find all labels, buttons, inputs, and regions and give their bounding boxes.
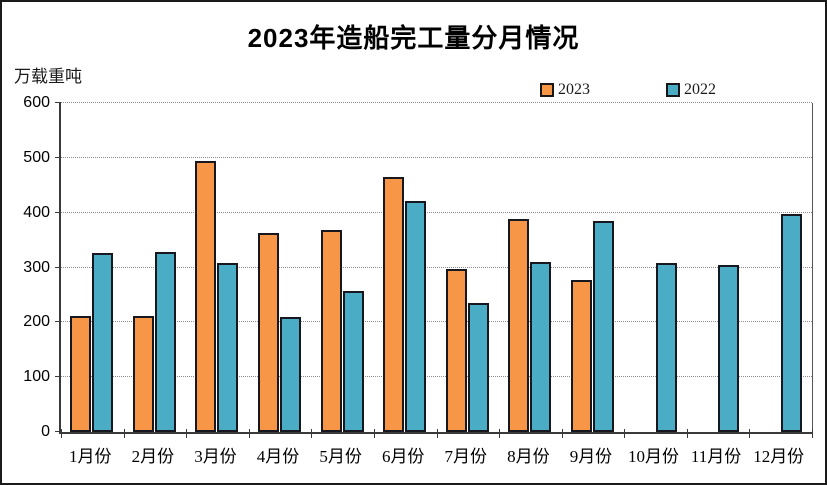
y-tick-500: [55, 156, 61, 158]
gridline-300: [61, 266, 812, 268]
bar-2022-9月份: [592, 221, 614, 432]
x-label-2月份: 2月份: [131, 447, 175, 466]
chart-title: 2023年造船完工量分月情况: [247, 23, 580, 53]
bar-2023-3月份: [195, 161, 217, 432]
x-label-6月份: 6月份: [381, 447, 425, 466]
bar-2022-5月份: [342, 291, 364, 432]
x-label-8月份: 8月份: [507, 447, 550, 466]
x-tick-0: [61, 429, 62, 438]
bar-2022-11月份: [718, 265, 740, 432]
legend-item-2023: 2023: [540, 81, 590, 99]
y-axis-labels: 0 100 200 300 400 500 600: [2, 2, 51, 483]
bar-2023-6月份: [383, 177, 405, 432]
gridline-100: [61, 376, 812, 378]
x-tick-9: [624, 429, 626, 438]
bar-2022-12月份: [780, 214, 802, 432]
x-label-5月份: 5月份: [319, 447, 362, 466]
y-tick-label-300: 300: [23, 258, 50, 276]
gridline-200: [61, 321, 812, 323]
bar-2022-7月份: [467, 303, 489, 432]
bar-2023-2月份: [132, 316, 154, 432]
legend-label-2023: 2023: [558, 81, 590, 98]
x-tick-8: [561, 429, 563, 438]
legend-label-2022: 2022: [684, 81, 716, 98]
x-label-7月份: 7月份: [444, 447, 488, 466]
y-tick-label-500: 500: [23, 148, 50, 166]
x-label-10月份: 10月份: [628, 447, 680, 466]
legend-item-2022: 2022: [666, 81, 716, 99]
x-tick-3: [248, 429, 250, 438]
bar-2023-8月份: [508, 219, 530, 432]
bar-2022-2月份: [154, 252, 176, 432]
bar-2022-8月份: [530, 262, 552, 432]
y-tick-label-600: 600: [23, 94, 50, 111]
y-tick-label-100: 100: [23, 368, 50, 386]
bar-2023-7月份: [445, 269, 467, 432]
x-tick-5: [373, 429, 375, 438]
bar-2023-9月份: [570, 280, 592, 432]
x-tick-11: [749, 429, 751, 438]
y-tick-label-400: 400: [23, 203, 50, 221]
y-tick-label-0: 0: [41, 423, 50, 440]
bar-2023-4月份: [258, 233, 280, 432]
y-tick-100: [55, 376, 61, 378]
x-label-4月份: 4月份: [256, 447, 300, 466]
x-label-3月份: 3月份: [194, 447, 237, 466]
x-tick-4: [311, 429, 313, 438]
x-label-11月份: 11月份: [690, 447, 742, 466]
x-tick-10: [686, 429, 688, 438]
x-tick-6: [436, 429, 438, 438]
bar-2022-4月份: [280, 317, 302, 432]
bar-2023-5月份: [320, 230, 342, 432]
bar-2022-6月份: [405, 201, 427, 432]
bar-2022-1月份: [92, 253, 114, 432]
x-tick-12: [812, 429, 813, 438]
bar-2022-3月份: [217, 263, 239, 432]
bar-2022-10月份: [655, 263, 677, 432]
y-axis-unit-label: 万载重吨: [14, 67, 82, 86]
y-tick-600: [55, 102, 61, 103]
chart-plot-area: [55, 102, 813, 438]
legend-swatch-2022: [666, 83, 680, 97]
bar-2023-1月份: [70, 316, 92, 432]
x-label-1月份: 1月份: [69, 447, 112, 466]
gridline-500: [61, 156, 812, 158]
x-tick-1: [123, 429, 125, 438]
gridline-400: [61, 211, 812, 213]
y-tick-0: [55, 431, 61, 432]
y-tick-300: [55, 266, 61, 268]
y-tick-label-200: 200: [23, 313, 50, 331]
legend-swatch-2023: [540, 83, 554, 97]
x-tick-7: [499, 429, 501, 438]
x-tick-2: [186, 429, 188, 438]
x-label-9月份: 9月份: [569, 447, 613, 466]
y-tick-400: [55, 211, 61, 213]
chart-legend: 2023 2022: [540, 81, 716, 99]
y-tick-200: [55, 321, 61, 323]
gridline-600: [61, 102, 812, 103]
x-label-12月份: 12月份: [753, 447, 805, 466]
